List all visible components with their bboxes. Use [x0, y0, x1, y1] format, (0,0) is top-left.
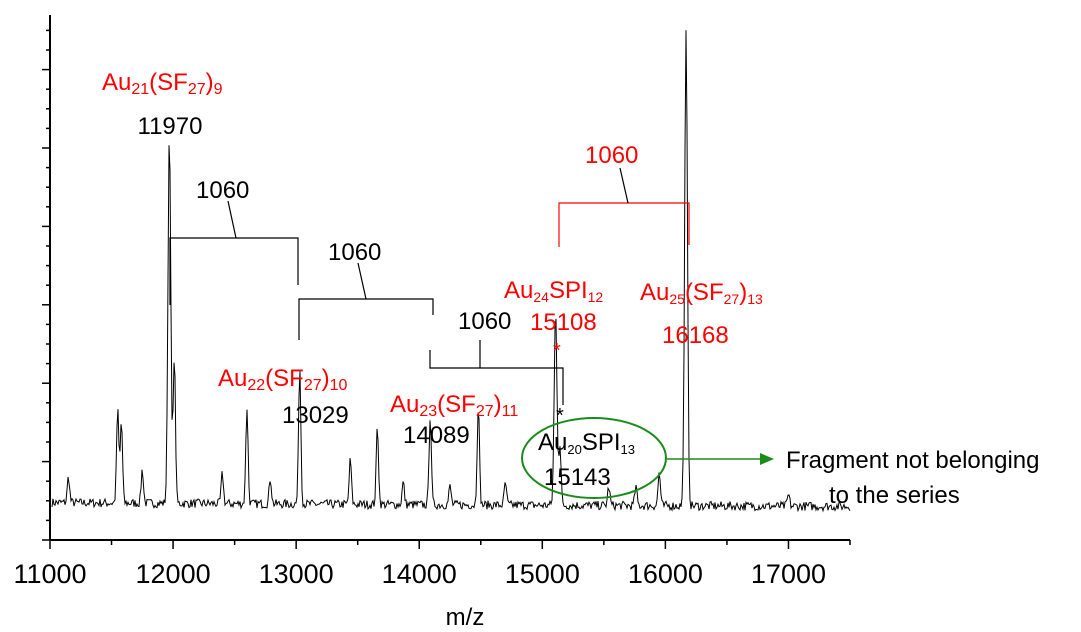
formula-subscript: 27	[724, 291, 740, 307]
star-red: *	[553, 340, 561, 362]
formula-text: Au	[390, 391, 419, 418]
mass-15143: 15143	[544, 464, 611, 491]
fragment-note-line2: to the series	[829, 482, 960, 509]
formula-text: (SF	[685, 279, 724, 306]
gap-leader-1	[227, 200, 237, 239]
formula-text: Au	[504, 277, 533, 304]
gap-label-1: 1060	[196, 177, 249, 204]
formula-subscript: 13	[747, 291, 763, 307]
spectrum-trace	[51, 30, 851, 513]
label-au23: Au23(SF27)11	[390, 391, 518, 420]
formula-subscript: 13	[621, 442, 635, 457]
label-au20: Au20SPI13	[538, 429, 635, 457]
formula-subscript: 12	[588, 289, 604, 305]
x-tick-label: 13000	[259, 559, 334, 589]
formula-subscript: 21	[131, 81, 149, 98]
label-au21: Au21(SF27)9	[102, 69, 223, 98]
label-au22: Au22(SF27)10	[218, 365, 348, 394]
x-tick-label: 12000	[136, 559, 211, 589]
label-au25: Au25(SF27)13	[640, 279, 763, 307]
x-tick-label: 16000	[628, 559, 703, 589]
formula-subscript: 27	[476, 403, 494, 420]
formula-text: SPI	[582, 429, 621, 456]
formula-subscript: 25	[669, 291, 685, 307]
mass-11970: 11970	[138, 113, 203, 140]
formula-text: Au	[218, 365, 247, 392]
gap-leader-2	[357, 262, 367, 300]
x-tick-label: 17000	[751, 559, 826, 589]
formula-subscript: 11	[502, 403, 519, 420]
formula-text: )	[739, 279, 747, 306]
formula-text: )	[322, 365, 330, 392]
formula-text: Au	[640, 279, 669, 306]
x-tick-label: 11000	[13, 559, 86, 589]
formula-text: )	[494, 391, 502, 418]
formula-text: (SF	[265, 365, 304, 392]
formula-subscript: 20	[567, 442, 581, 457]
formula-text: SPI	[549, 277, 588, 304]
formula-text: Au	[102, 69, 131, 96]
formula-subscript: 23	[419, 403, 437, 420]
gap-bracket-1	[169, 237, 299, 305]
fragment-arrowhead	[760, 453, 774, 465]
fragment-ellipse	[521, 417, 667, 499]
fragment-note-line1: Fragment not belonging	[786, 447, 1040, 474]
formula-subscript: 10	[330, 377, 348, 394]
formula-subscript: 9	[214, 81, 223, 98]
axes: 11000 12000 13000 14000 15000 16000 17000 m/z	[13, 15, 851, 631]
formula-text: (SF	[149, 69, 188, 96]
mass-16168: 16168	[662, 322, 729, 349]
formula-text: (SF	[437, 391, 476, 418]
star-black: *	[556, 405, 564, 427]
gap-bracket-2	[298, 298, 434, 340]
x-axis-title: m/z	[446, 604, 485, 631]
gap-label-4: 1060	[585, 142, 638, 169]
formula-text: Au	[538, 429, 567, 456]
gap-bracket-3	[429, 350, 564, 405]
spectrum-line	[51, 30, 851, 513]
mass-15108: 15108	[530, 309, 597, 336]
x-tick-label: 15000	[505, 559, 580, 589]
formula-subscript: 27	[304, 377, 322, 394]
gap-label-3: 1060	[458, 308, 511, 335]
formula-subscript: 24	[533, 289, 549, 305]
gap-bracket-4	[558, 202, 690, 247]
label-au24: Au24SPI12	[504, 277, 603, 305]
formula-text: )	[206, 69, 214, 96]
mass-14089: 14089	[403, 422, 470, 449]
formula-subscript: 22	[247, 377, 265, 394]
mass-13029: 13029	[282, 402, 349, 429]
gap-label-2: 1060	[328, 239, 381, 266]
formula-subscript: 27	[188, 81, 206, 98]
x-tick-label: 14000	[382, 559, 457, 589]
gap-leader-4	[619, 167, 629, 204]
